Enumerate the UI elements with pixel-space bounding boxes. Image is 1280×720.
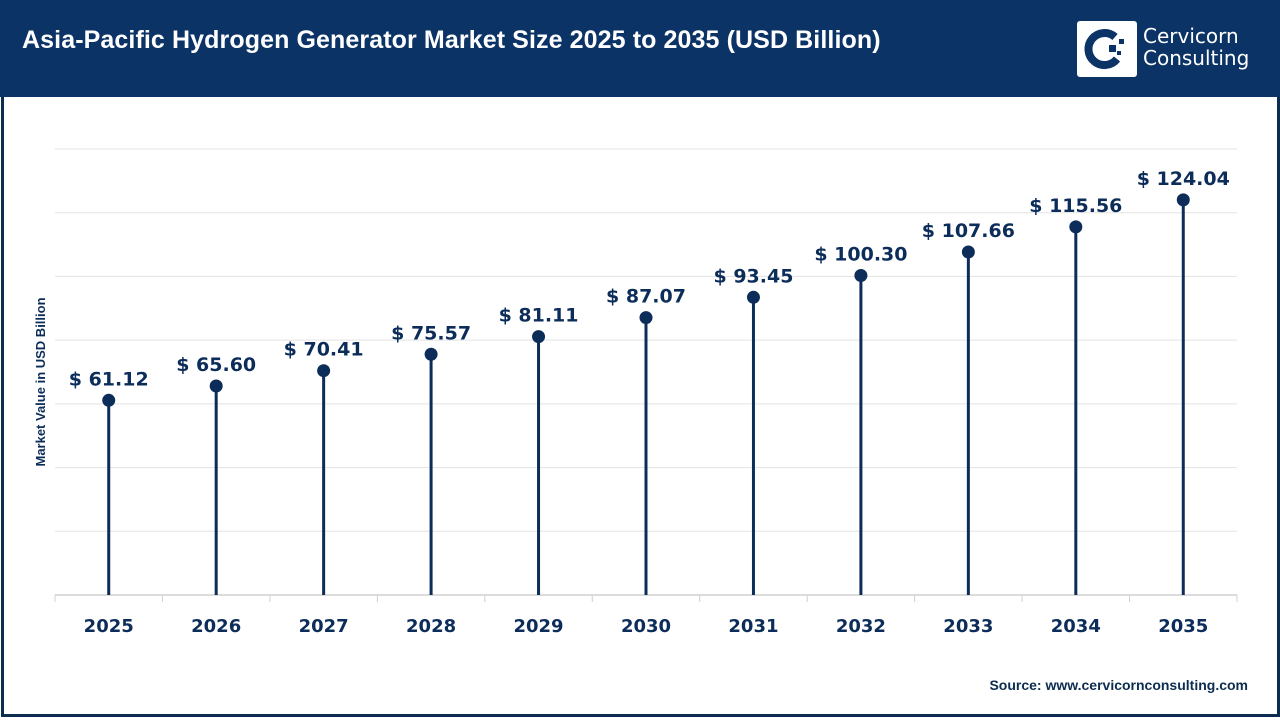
data-point: [1069, 220, 1083, 234]
data-point: [854, 268, 868, 282]
x-tick-label: 2033: [943, 616, 993, 637]
data-label: $ 124.04: [1137, 168, 1230, 190]
x-tick-label: 2025: [84, 616, 134, 637]
data-label: $ 100.30: [814, 243, 907, 265]
data-label: $ 81.11: [499, 305, 579, 327]
data-point: [102, 393, 116, 407]
x-tick-label: 2030: [621, 616, 671, 637]
x-tick-label: 2028: [406, 616, 456, 637]
page-title: Asia-Pacific Hydrogen Generator Market S…: [22, 26, 881, 54]
x-tick-label: 2035: [1158, 616, 1208, 637]
data-label: $ 93.45: [713, 265, 793, 287]
header: Asia-Pacific Hydrogen Generator Market S…: [0, 0, 1280, 97]
data-point: [746, 290, 760, 304]
x-tick-label: 2027: [299, 616, 349, 637]
x-tick-label: 2031: [728, 616, 778, 637]
data-label: $ 115.56: [1029, 195, 1122, 217]
data-label: $ 61.12: [69, 368, 149, 390]
data-label: $ 70.41: [284, 339, 364, 361]
data-label: $ 107.66: [922, 220, 1015, 242]
x-tick-label: 2026: [191, 616, 241, 637]
data-label: $ 75.57: [391, 322, 471, 344]
data-label: $ 65.60: [176, 354, 256, 376]
x-tick-label: 2029: [513, 616, 563, 637]
data-point: [424, 347, 438, 361]
y-axis-label: Market Value in USD Billion: [33, 297, 48, 466]
chart-frame: [1, 97, 1280, 717]
data-point: [532, 330, 546, 344]
data-point: [209, 379, 223, 393]
source-note: Source: www.cervicornconsulting.com: [989, 677, 1248, 693]
x-tick-label: 2032: [836, 616, 886, 637]
logo: [1077, 21, 1137, 77]
data-point: [1176, 193, 1190, 207]
logo-icon: [1084, 29, 1124, 70]
data-point: [317, 364, 331, 378]
data-point: [639, 311, 653, 325]
data-label: $ 87.07: [606, 286, 686, 308]
logo-line1: Cervicorn: [1143, 24, 1239, 48]
logo-line2: Consulting: [1143, 46, 1250, 70]
logo-text: Cervicorn Consulting: [1143, 25, 1249, 69]
data-point: [961, 245, 975, 259]
x-tick-label: 2034: [1051, 616, 1101, 637]
